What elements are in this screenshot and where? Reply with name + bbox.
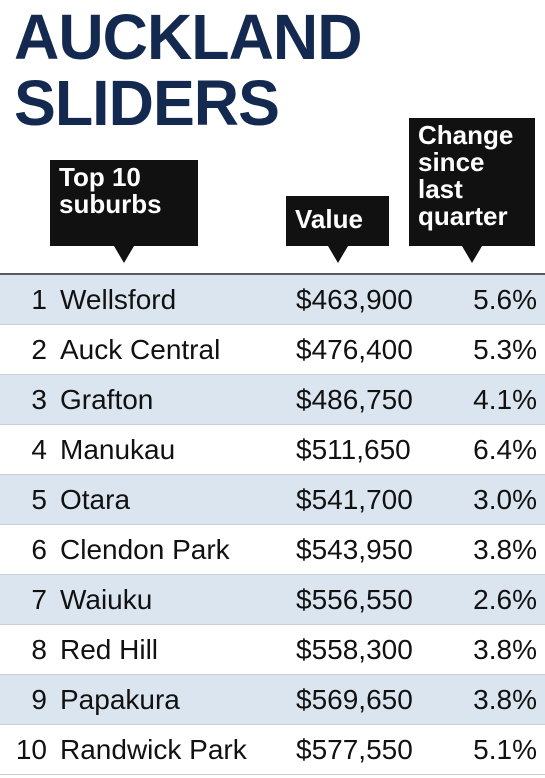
header-change-line-4: quarter bbox=[418, 201, 508, 231]
table-row: 1 Wellsford $463,900 5.6% bbox=[0, 275, 545, 325]
row-suburb: Waiuku bbox=[60, 584, 153, 615]
header-change-line-1: Change bbox=[418, 120, 514, 150]
header-change-line-2: since bbox=[418, 147, 485, 177]
table-row: 5 Otara $541,700 3.0% bbox=[0, 475, 545, 525]
row-suburb: Manukau bbox=[60, 434, 176, 465]
header-suburbs-line-2: suburbs bbox=[59, 189, 162, 219]
row-rank: 4 bbox=[31, 434, 47, 465]
row-rank: 2 bbox=[31, 334, 47, 365]
row-change: 5.3% bbox=[473, 334, 537, 365]
row-value: $511,650 bbox=[296, 434, 411, 465]
row-value: $577,550 bbox=[296, 734, 413, 765]
header-value-label: Value bbox=[295, 204, 363, 234]
table-top-rule bbox=[0, 273, 545, 275]
table-row: 4 Manukau $511,650 6.4% bbox=[0, 425, 545, 475]
row-change: 5.6% bbox=[473, 284, 537, 315]
row-change: 5.1% bbox=[473, 734, 537, 765]
table-row: 3 Grafton $486,750 4.1% bbox=[0, 375, 545, 425]
row-suburb: Randwick Park bbox=[60, 734, 247, 765]
row-rank: 1 bbox=[31, 284, 47, 315]
table-row: 10 Randwick Park $577,550 5.1% bbox=[0, 725, 545, 775]
row-rank: 10 bbox=[15, 734, 47, 765]
table-row: 6 Clendon Park $543,950 3.8% bbox=[0, 525, 545, 575]
row-rank: 6 bbox=[31, 534, 47, 565]
table-row: 8 Red Hill $558,300 3.8% bbox=[0, 625, 545, 675]
header-value: Value bbox=[286, 196, 389, 263]
table-row: 9 Papakura $569,650 3.8% bbox=[0, 675, 545, 725]
row-change: 3.8% bbox=[473, 634, 537, 665]
row-suburb: Grafton bbox=[60, 384, 154, 415]
row-value: $541,700 bbox=[296, 484, 413, 515]
table-body: 1 Wellsford $463,900 5.6% 2 Auck Central $476,… bbox=[0, 275, 545, 775]
row-value: $569,650 bbox=[296, 684, 413, 715]
row-rank: 7 bbox=[31, 584, 47, 615]
table-row: 2 Auck Central $476,400 5.3% bbox=[0, 325, 545, 375]
row-change: 6.4% bbox=[473, 434, 537, 465]
table-row: 7 Waiuku $556,550 2.6% bbox=[0, 575, 545, 625]
row-rank: 9 bbox=[31, 684, 47, 715]
header-suburbs: Top 10 suburbs bbox=[50, 160, 198, 263]
row-change: 4.1% bbox=[473, 384, 537, 415]
suburbs-table: 1 Wellsford $463,900 5.6% 2 Auck Central $476,… bbox=[0, 273, 545, 775]
row-change: 3.8% bbox=[473, 684, 537, 715]
row-suburb: Otara bbox=[60, 484, 131, 515]
row-value: $558,300 bbox=[296, 634, 413, 665]
row-suburb: Wellsford bbox=[60, 284, 177, 315]
row-change: 2.6% bbox=[473, 584, 537, 615]
header-suburbs-line-1: Top 10 bbox=[59, 162, 141, 192]
row-change: 3.8% bbox=[473, 534, 537, 565]
row-suburb: Auck Central bbox=[60, 334, 221, 365]
row-value: $486,750 bbox=[296, 384, 413, 415]
row-change: 3.0% bbox=[473, 484, 537, 515]
row-rank: 8 bbox=[31, 634, 47, 665]
chart-title: AUCKLAND SLIDERS bbox=[14, 1, 363, 139]
title-line-2: SLIDERS bbox=[14, 67, 280, 139]
header-change-line-3: last bbox=[418, 174, 463, 204]
row-suburb: Papakura bbox=[60, 684, 180, 715]
row-rank: 3 bbox=[31, 384, 47, 415]
row-value: $463,900 bbox=[296, 284, 413, 315]
row-suburb: Red Hill bbox=[60, 634, 159, 665]
row-value: $476,400 bbox=[296, 334, 413, 365]
row-value: $556,550 bbox=[296, 584, 413, 615]
title-line-1: AUCKLAND bbox=[14, 1, 363, 73]
header-change: Change since last quarter bbox=[409, 118, 535, 263]
row-rank: 5 bbox=[31, 484, 47, 515]
row-suburb: Clendon Park bbox=[60, 534, 230, 565]
row-value: $543,950 bbox=[296, 534, 413, 565]
